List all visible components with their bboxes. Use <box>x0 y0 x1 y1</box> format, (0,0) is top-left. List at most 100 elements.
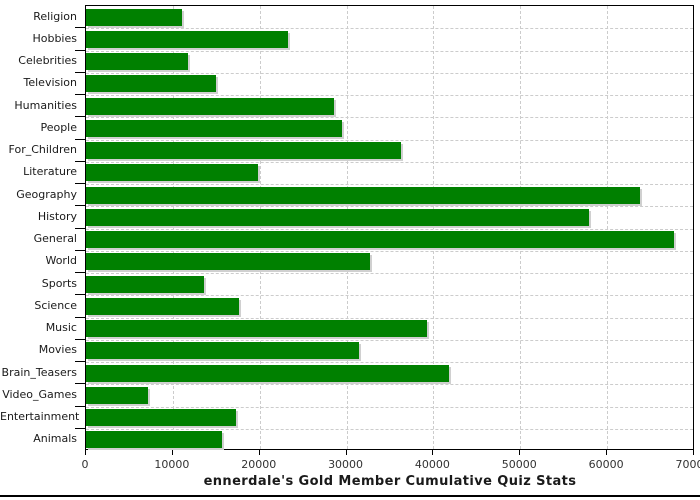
bar-general <box>86 231 675 248</box>
gridline-horizontal <box>86 273 693 274</box>
gridline-horizontal <box>86 72 693 74</box>
category-label-science: Science <box>34 298 77 312</box>
bar-geography <box>86 186 641 204</box>
y-axis-tick <box>75 406 85 407</box>
gridline-horizontal <box>86 339 693 341</box>
x-axis-tick-label: 70000 <box>675 458 700 471</box>
gridline-vertical <box>172 6 174 449</box>
bar-hobbies <box>86 30 289 48</box>
x-axis-tick-label: 60000 <box>588 458 624 471</box>
gridline-vertical <box>607 6 609 449</box>
category-label-for_children: For_Children <box>8 143 77 156</box>
bar-entertainment <box>86 409 237 426</box>
y-axis-tick <box>75 161 85 162</box>
gridline-vertical <box>259 6 261 449</box>
y-axis-tick <box>75 139 85 140</box>
category-label-general: General <box>33 232 77 245</box>
category-label-humanities: Humanities <box>14 98 77 112</box>
gridline-horizontal <box>86 228 693 230</box>
bar-video_games <box>86 386 148 404</box>
category-label-video_games: Video_Games <box>2 387 77 401</box>
y-axis-tick <box>75 72 85 73</box>
category-label-hobbies: Hobbies <box>32 31 77 45</box>
y-axis-tick <box>75 205 85 206</box>
category-label-brain_teasers: Brain_Teasers <box>1 365 77 379</box>
bar-science <box>86 297 239 315</box>
category-label-television: Television <box>23 76 78 90</box>
x-axis-tick-label: 50000 <box>501 458 537 471</box>
y-axis-tick <box>75 272 85 273</box>
y-axis-tick <box>75 228 85 229</box>
category-label-entertainment: Entertainment <box>0 410 80 423</box>
x-axis-tick <box>519 450 520 455</box>
category-label-music: Music <box>45 321 77 334</box>
x-axis-tick <box>85 450 86 455</box>
chart-title: ennerdale's Gold Member Cumulative Quiz … <box>203 474 577 489</box>
x-axis-tick-label: 10000 <box>154 458 190 471</box>
x-axis-tick-label: 30000 <box>328 458 364 471</box>
gridline-horizontal <box>86 206 693 208</box>
bar-history <box>86 208 589 226</box>
y-axis-tick <box>75 27 85 28</box>
bottom-window-edge <box>0 495 700 497</box>
category-label-literature: Literature <box>23 165 77 179</box>
category-label-people: People <box>40 120 77 134</box>
category-label-history: History <box>37 209 77 223</box>
gridline-vertical <box>346 6 348 449</box>
y-axis-tick <box>75 361 85 362</box>
x-axis-tick-label: 20000 <box>241 458 277 471</box>
gridline-horizontal <box>86 139 693 141</box>
x-axis-tick <box>259 450 260 455</box>
category-label-religion: Religion <box>33 9 77 23</box>
gridline-vertical <box>433 6 435 449</box>
category-label-celebrities: Celebrities <box>18 54 77 67</box>
bar-literature <box>86 164 258 182</box>
gridline-horizontal <box>86 384 693 386</box>
gridline-horizontal <box>86 95 693 96</box>
x-axis-tick <box>693 450 694 455</box>
x-axis-tick <box>172 450 173 455</box>
x-axis-tick-label: 0 <box>81 458 89 471</box>
category-label-world: World <box>45 254 77 268</box>
gridline-horizontal <box>86 250 693 252</box>
category-label-animals: Animals <box>33 432 77 446</box>
gridline-horizontal <box>86 28 693 30</box>
y-axis-tick <box>75 50 85 51</box>
x-axis-tick <box>606 450 607 455</box>
y-axis-tick <box>75 183 85 184</box>
bar-for_children <box>86 142 402 159</box>
y-axis-tick <box>75 317 85 318</box>
gridline-vertical <box>520 6 522 449</box>
x-axis-tick-label: 40000 <box>414 458 450 471</box>
plot-area <box>85 5 694 450</box>
bar-movies <box>86 342 359 360</box>
gridline-horizontal <box>86 317 693 319</box>
x-axis-tick <box>346 450 347 455</box>
y-axis-tick <box>75 116 85 117</box>
gridline-horizontal <box>86 406 693 408</box>
y-axis-tick <box>75 94 85 95</box>
category-label-geography: Geography <box>16 187 77 201</box>
gridline-horizontal <box>86 184 693 185</box>
bar-religion <box>86 8 183 26</box>
gridline-horizontal <box>86 161 693 163</box>
x-axis-tick <box>432 450 433 455</box>
bar-humanities <box>86 97 335 115</box>
category-label-movies: Movies <box>38 343 77 357</box>
gridline-horizontal <box>86 362 693 363</box>
bar-brain_teasers <box>86 364 450 382</box>
gridline-horizontal <box>86 428 693 430</box>
y-axis-tick <box>75 383 85 384</box>
bar-music <box>86 320 428 337</box>
y-axis-tick <box>75 339 85 340</box>
bar-sports <box>86 275 205 293</box>
category-label-sports: Sports <box>41 276 77 290</box>
gridline-horizontal <box>86 50 693 52</box>
gridline-horizontal <box>86 117 693 119</box>
bar-celebrities <box>86 53 188 70</box>
bar-television <box>86 75 217 93</box>
gridline-horizontal <box>86 295 693 297</box>
bar-animals <box>86 431 223 449</box>
y-axis-tick <box>75 250 85 251</box>
